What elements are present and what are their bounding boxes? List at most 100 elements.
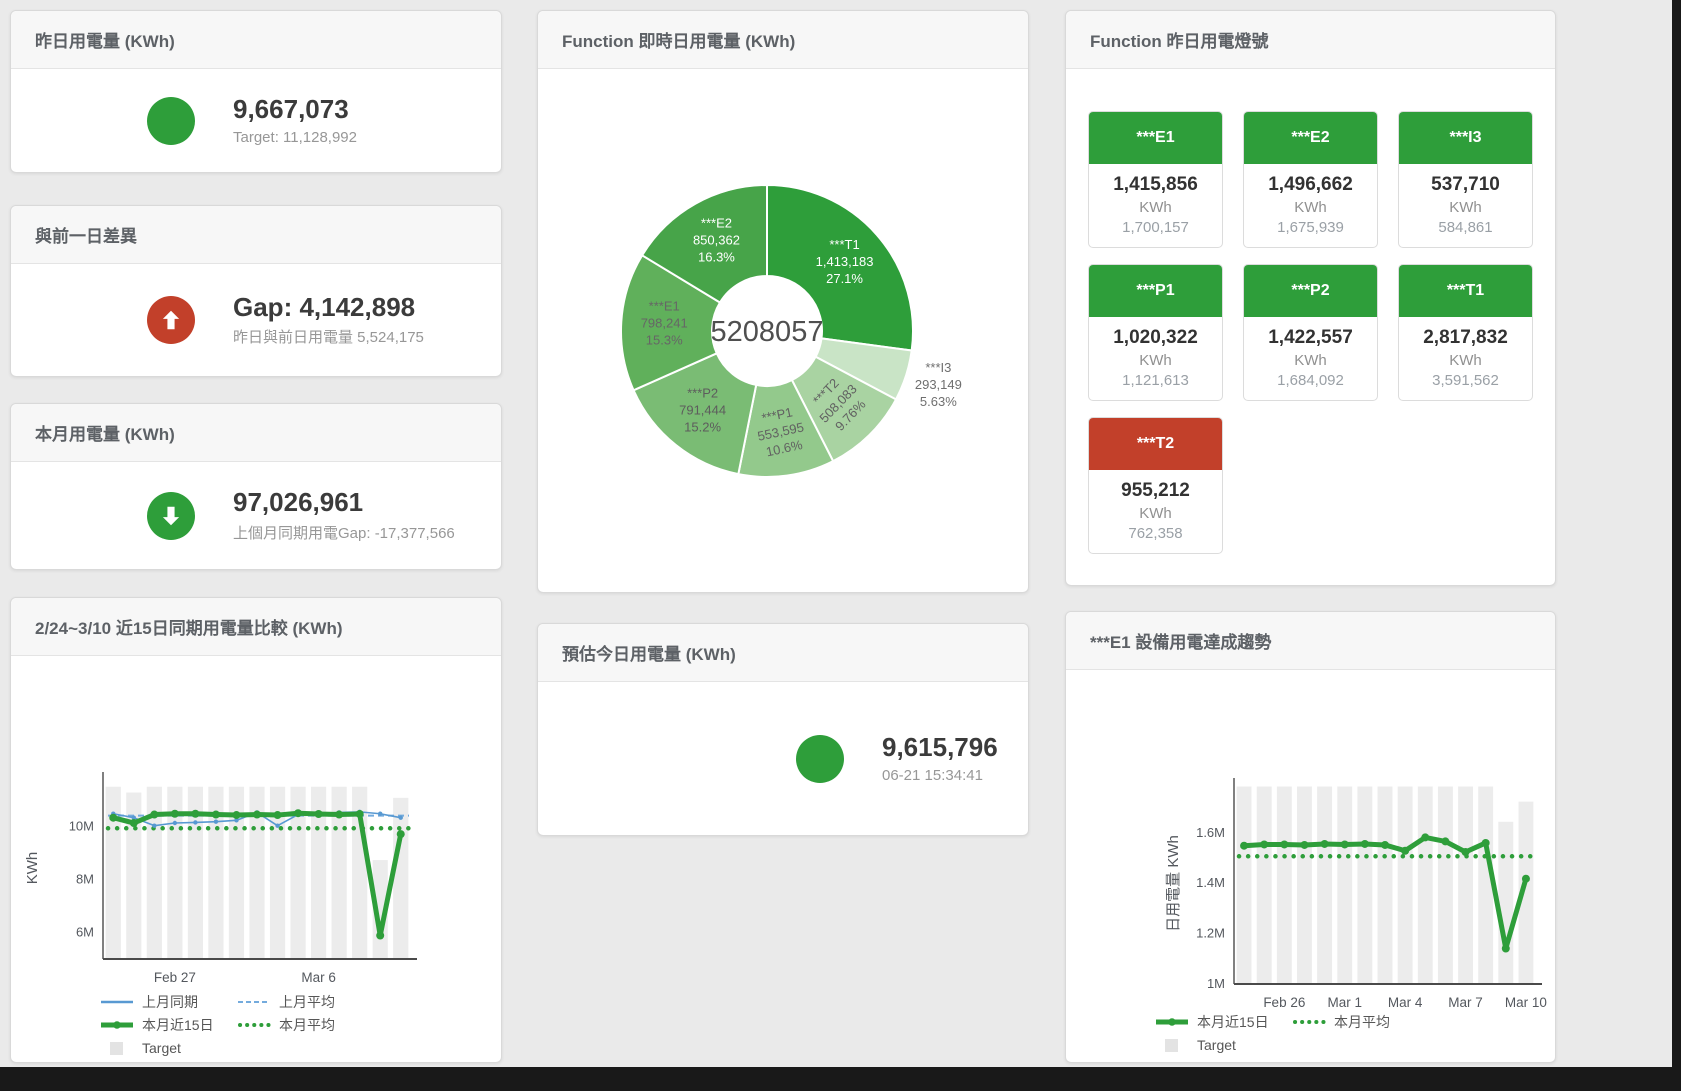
light-card-label: ***T1 bbox=[1399, 265, 1532, 317]
card-15day-compare-chart: 2/24~3/10 近15日同期用電量比較 (KWh) 6M 8M 10M Feb 2… bbox=[10, 597, 502, 1063]
legend-label: 本月平均 bbox=[1334, 1013, 1390, 1030]
green-down-arrow-circle bbox=[147, 491, 195, 540]
page-scrollbar[interactable] bbox=[1672, 0, 1681, 1091]
arrow-up-icon bbox=[162, 310, 180, 330]
legend-item[interactable]: 本月平均 bbox=[1291, 1010, 1428, 1033]
legend-item[interactable]: Target bbox=[99, 1036, 236, 1059]
legend-item[interactable]: 本月平均 bbox=[236, 1013, 373, 1036]
light-card-label: ***P1 bbox=[1089, 265, 1222, 317]
legend-label: Target bbox=[1197, 1036, 1236, 1053]
light-card-value: 1,020,322 bbox=[1113, 327, 1198, 348]
svg-text:Feb 26: Feb 26 bbox=[1263, 995, 1305, 1010]
legend-item[interactable]: 上月平均 bbox=[236, 990, 373, 1013]
light-card-unit: KWh bbox=[1294, 199, 1327, 216]
legend-item[interactable]: Target bbox=[1154, 1033, 1291, 1056]
stat-body: Gap: 4,142,898 昨日與前日用電量 5,524,175 bbox=[11, 264, 501, 376]
card-title-day-gap: 與前一日差異 bbox=[11, 206, 501, 264]
red-up-arrow-circle bbox=[147, 296, 195, 344]
svg-text:6M: 6M bbox=[76, 925, 94, 940]
light-card-unit: KWh bbox=[1294, 352, 1327, 369]
svg-text:1.2M: 1.2M bbox=[1196, 926, 1225, 941]
svg-text:Mar 7: Mar 7 bbox=[1448, 995, 1483, 1010]
light-card: ***T2 955,212 KWh 762,358 bbox=[1088, 417, 1223, 554]
month-usage-value: 97,026,961 bbox=[233, 487, 364, 518]
donut-label-T1: ***T1 1,413,183 27.1% bbox=[816, 237, 874, 286]
card-yesterday-lights: Function 昨日用電燈號 ***E1 1,415,856 KWh 1,700,1… bbox=[1065, 10, 1556, 586]
trend-chart-legend: 本月近15日 本月平均 Target bbox=[1154, 1010, 1464, 1056]
light-card: ***I3 537,710 KWh 584,861 bbox=[1398, 111, 1533, 248]
green-status-circle bbox=[147, 96, 195, 145]
donut-label-E1: ***E1 798,241 15.3% bbox=[641, 298, 688, 347]
donut-slice-E1[interactable] bbox=[620, 253, 722, 392]
svg-text:1.4M: 1.4M bbox=[1196, 875, 1225, 890]
donut-label-I3: ***I3 293,149 5.63% bbox=[915, 360, 962, 409]
light-card-unit: KWh bbox=[1449, 199, 1482, 216]
green-status-circle bbox=[796, 734, 844, 783]
light-card-label: ***P2 bbox=[1244, 265, 1377, 317]
card-estimate-today: 預估今日用電量 (KWh) 9,615,796 06-21 15:34:41 bbox=[537, 623, 1029, 836]
legend-label: 上月同期 bbox=[142, 993, 198, 1010]
light-card-value: 1,496,662 bbox=[1268, 174, 1353, 195]
card-e1-trend-chart: ***E1 設備用電達成趨勢 1M 1.2M 1.4M 1.6M Feb 26 Mar 1… bbox=[1065, 611, 1556, 1063]
svg-text:Mar 4: Mar 4 bbox=[1388, 995, 1423, 1010]
light-card-label: ***E1 bbox=[1089, 112, 1222, 164]
light-card-unit: KWh bbox=[1449, 352, 1482, 369]
window-bottom-edge bbox=[0, 1067, 1681, 1091]
stat-body: 9,615,796 06-21 15:34:41 bbox=[538, 682, 1028, 835]
legend-label: 本月近15日 bbox=[142, 1016, 214, 1033]
svg-text:日用電量 KWh: 日用電量 KWh bbox=[1165, 835, 1182, 932]
day-gap-value: Gap: 4,142,898 bbox=[233, 291, 416, 322]
svg-text:8M: 8M bbox=[76, 872, 94, 887]
card-day-gap: 與前一日差異 Gap: 4,142,898 昨日與前日用電量 5,524,175 bbox=[10, 205, 502, 377]
light-card-label: ***E2 bbox=[1244, 112, 1377, 164]
legend-item[interactable]: 本月近15日 bbox=[99, 1013, 236, 1036]
svg-text:Feb 27: Feb 27 bbox=[154, 970, 196, 985]
donut-slice-E2[interactable] bbox=[640, 183, 768, 304]
light-card: ***P1 1,020,322 KWh 1,121,613 bbox=[1088, 264, 1223, 401]
function-usage-donut-chart[interactable]: ***T1 1,413,183 27.1%***I3 293,149 5.63%***T… bbox=[538, 69, 1028, 594]
light-card: ***E2 1,496,662 KWh 1,675,939 bbox=[1243, 111, 1378, 248]
estimate-today-value: 9,615,796 bbox=[882, 732, 998, 763]
light-card-target: 1,121,613 bbox=[1122, 372, 1189, 389]
light-card-label: ***T2 bbox=[1089, 418, 1222, 470]
card-title-estimate-today: 預估今日用電量 (KWh) bbox=[538, 624, 1028, 682]
legend-item[interactable]: 本月近15日 bbox=[1154, 1010, 1291, 1033]
donut-label-E2: ***E2 850,362 16.3% bbox=[693, 215, 740, 264]
legend-label: Target bbox=[142, 1039, 181, 1056]
legend-swatch-thick-icon bbox=[101, 1020, 133, 1029]
svg-text:KWh: KWh bbox=[24, 852, 41, 885]
card-title-15day-compare: 2/24~3/10 近15日同期用電量比較 (KWh) bbox=[11, 598, 501, 656]
light-card-target: 3,591,562 bbox=[1432, 372, 1499, 389]
legend-swatch-square-icon bbox=[1165, 1038, 1178, 1052]
light-card-value: 955,212 bbox=[1121, 480, 1190, 501]
legend-label: 本月近15日 bbox=[1197, 1013, 1269, 1030]
yesterday-usage-target: Target: 11,128,992 bbox=[233, 128, 357, 146]
legend-item[interactable]: 上月同期 bbox=[99, 990, 236, 1013]
legend-swatch-thick-icon bbox=[1156, 1017, 1188, 1026]
legend-swatch-dots-icon bbox=[238, 1022, 272, 1027]
e1-trend-line-chart[interactable]: 1M 1.2M 1.4M 1.6M Feb 26 Mar 1 Mar 4 Mar 7 Mar 1… bbox=[1066, 670, 1557, 1015]
svg-text:Mar 10: Mar 10 bbox=[1505, 995, 1547, 1010]
compare-chart-legend: 上月同期 上月平均本月近15日 本月平均 Target bbox=[99, 990, 409, 1059]
svg-text:10M: 10M bbox=[69, 819, 94, 834]
light-card-unit: KWh bbox=[1139, 352, 1172, 369]
card-title-yesterday-usage: 昨日用電量 (KWh) bbox=[11, 11, 501, 69]
donut-slice-P2[interactable] bbox=[632, 352, 758, 476]
legend-swatch-line-icon bbox=[101, 1000, 133, 1003]
legend-label: 上月平均 bbox=[279, 993, 335, 1010]
compare-line-chart[interactable]: 6M 8M 10M Feb 27 Mar 6 KWh bbox=[11, 656, 503, 1001]
legend-swatch-square-icon bbox=[110, 1041, 123, 1055]
light-card-target: 584,861 bbox=[1438, 219, 1493, 236]
card-yesterday-usage: 昨日用電量 (KWh) 9,667,073 Target: 11,128,992 bbox=[10, 10, 502, 173]
legend-swatch-dots-icon bbox=[1293, 1019, 1327, 1024]
donut-slice-T1[interactable] bbox=[766, 183, 914, 352]
card-month-usage: 本月用電量 (KWh) 97,026,961 上個月同期用電Gap: -17,3… bbox=[10, 403, 502, 570]
arrow-down-icon bbox=[162, 506, 180, 525]
day-gap-subtitle: 昨日與前日用電量 5,524,175 bbox=[233, 329, 424, 347]
light-card: ***P2 1,422,557 KWh 1,684,092 bbox=[1243, 264, 1378, 401]
light-card-value: 2,817,832 bbox=[1423, 327, 1508, 348]
donut-center-total: 5208057 bbox=[711, 316, 824, 348]
light-card-target: 1,675,939 bbox=[1277, 219, 1344, 236]
svg-text:1.6M: 1.6M bbox=[1196, 825, 1225, 840]
